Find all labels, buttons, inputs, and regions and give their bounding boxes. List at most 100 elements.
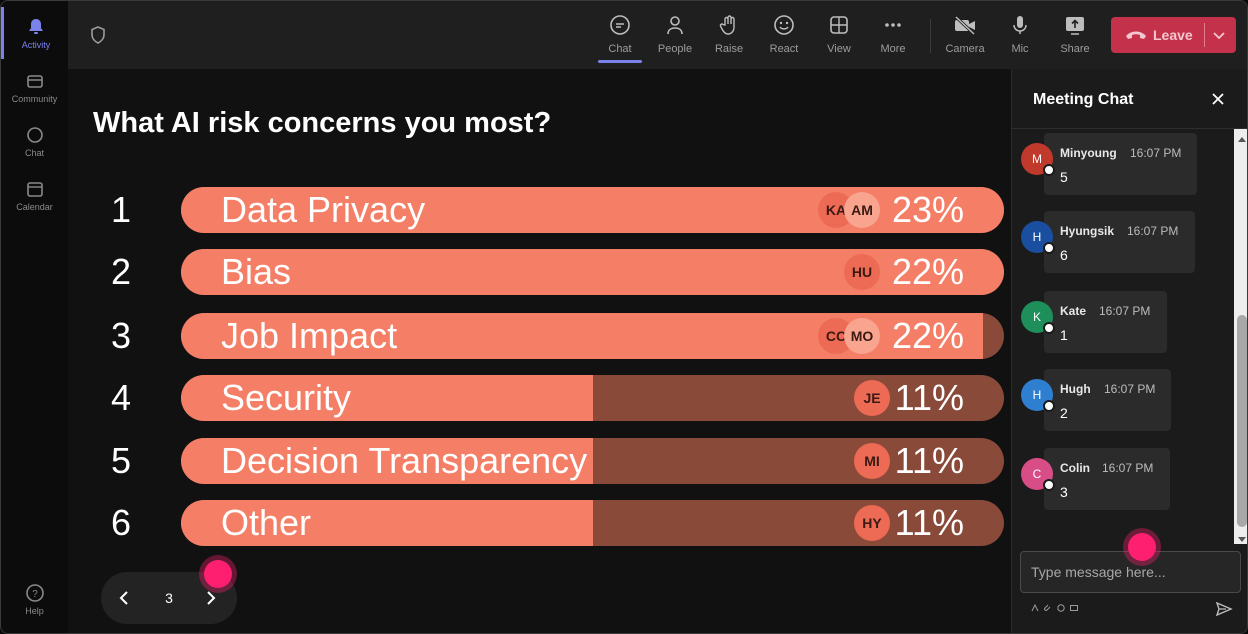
avatar-initial: H — [1032, 388, 1042, 402]
voter-avatar[interactable]: HY — [854, 505, 890, 541]
sender-avatar[interactable]: K — [1021, 301, 1055, 334]
meeting-toolbar: Chat People Raise React View — [68, 1, 1247, 69]
chat-icon — [608, 13, 632, 37]
poll-question: What AI risk concerns you most? — [93, 107, 552, 139]
message-compose-box[interactable] — [1020, 551, 1241, 593]
help-icon: ? — [24, 582, 46, 604]
scrollbar-thumb[interactable] — [1237, 315, 1247, 527]
calendar-icon — [24, 178, 46, 200]
avatar-initial: K — [1032, 310, 1041, 324]
avatar-initial: H — [1032, 230, 1042, 244]
chat-scrollbar[interactable] — [1234, 129, 1247, 544]
message-input[interactable] — [1031, 552, 1231, 592]
option-label: Other — [221, 502, 312, 543]
avatar-initial: C — [1032, 467, 1042, 481]
toolbar-view-button[interactable]: View — [814, 9, 864, 61]
chat-message[interactable]: Kate 16:07 PM 1 — [1044, 291, 1167, 353]
chevron-down-icon[interactable] — [1211, 27, 1227, 43]
scroll-down-arrow-icon[interactable] — [1237, 531, 1247, 542]
message-sender: Hyungsik — [1060, 224, 1115, 238]
emoji-icon[interactable] — [1057, 604, 1065, 612]
close-icon[interactable] — [1209, 90, 1227, 108]
attach-icon[interactable] — [1044, 604, 1052, 612]
toolbar-label: Camera — [945, 43, 985, 55]
presence-status-icon — [1043, 322, 1055, 334]
poll-results-panel: What AI risk concerns you most? 1 Data Pr… — [68, 69, 1011, 633]
toolbar-react-button[interactable]: React — [759, 9, 809, 61]
rail-item-community[interactable]: Community — [1, 61, 68, 113]
toolbar-label: View — [827, 43, 851, 55]
presence-status-icon — [1043, 164, 1055, 176]
message-timestamp: 16:07 PM — [1130, 146, 1182, 160]
mic-icon — [1008, 13, 1032, 37]
chat-message[interactable]: Hyungsik 16:07 PM 6 — [1044, 211, 1195, 273]
toolbar-label: React — [769, 43, 799, 55]
rail-label: Chat — [24, 148, 44, 158]
sender-avatar[interactable]: H — [1021, 379, 1055, 412]
voter-avatar[interactable]: MI — [854, 443, 890, 479]
toolbar-people-button[interactable]: People — [650, 9, 700, 61]
option-label: Security — [221, 377, 352, 418]
phone-hangup-icon — [1125, 28, 1147, 42]
toolbar-share-button[interactable]: Share — [1050, 9, 1100, 61]
more-icon — [881, 13, 905, 37]
page-number: 3 — [165, 590, 173, 606]
poll-option-row: 5 Decision Transparency MI 11% — [103, 438, 1004, 484]
result-bar-fill — [181, 375, 593, 421]
rail-item-help[interactable]: ? Help — [1, 573, 68, 625]
message-sender: Minyoung — [1060, 146, 1117, 160]
sender-avatar[interactable]: M — [1021, 143, 1055, 176]
community-icon — [24, 70, 46, 92]
rail-item-calendar[interactable]: Calendar — [1, 169, 68, 221]
gif-icon[interactable] — [1070, 604, 1078, 612]
sender-avatar[interactable]: C — [1021, 458, 1055, 491]
scroll-up-arrow-icon[interactable] — [1237, 132, 1247, 142]
poll-option-row: 1 Data Privacy KA AM 23% — [103, 187, 1004, 233]
toolbar-more-button[interactable]: More — [868, 9, 918, 61]
next-slide-button[interactable] — [198, 586, 222, 610]
chat-message[interactable]: Hugh 16:07 PM 2 — [1044, 369, 1171, 431]
compose-toolbar — [1031, 604, 1078, 616]
chat-message[interactable]: Minyoung 16:07 PM 5 — [1044, 133, 1197, 195]
option-label: Bias — [221, 251, 292, 292]
option-percent: 11% — [894, 502, 964, 543]
voter-avatar[interactable]: MO — [844, 318, 880, 354]
voter-avatar[interactable]: JE — [854, 380, 890, 416]
message-sender: Hugh — [1060, 382, 1091, 396]
chat-icon — [24, 124, 46, 146]
toolbar-label: Raise — [714, 43, 744, 55]
toolbar-mic-button[interactable]: Mic — [995, 9, 1045, 61]
toolbar-raise-button[interactable]: Raise — [704, 9, 754, 61]
message-timestamp: 16:07 PM — [1127, 224, 1179, 238]
option-percent: 11% — [894, 440, 964, 481]
option-percent: 22% — [891, 315, 964, 356]
presence-status-icon — [1043, 400, 1055, 412]
sender-avatar[interactable]: H — [1021, 221, 1055, 254]
leave-label: Leave — [1153, 27, 1193, 43]
meeting-chat-panel: Meeting Chat Minyoung 16:07 PM 5 M Hyungsik 1… — [1011, 69, 1247, 633]
toolbar-camera-button[interactable]: Camera — [940, 9, 990, 61]
voter-avatar[interactable]: HU — [844, 254, 880, 290]
option-label: Data Privacy — [221, 189, 426, 230]
toolbar-chat-button[interactable]: Chat — [595, 9, 645, 63]
format-icon[interactable] — [1031, 604, 1039, 612]
rail-label: Community — [11, 94, 58, 104]
chat-message[interactable]: Colin 16:07 PM 3 — [1044, 448, 1170, 510]
result-bar: Other HY 11% — [181, 500, 1004, 546]
previous-slide-button[interactable] — [113, 586, 137, 610]
rail-item-activity[interactable]: Activity — [1, 7, 68, 59]
send-icon[interactable] — [1215, 600, 1233, 618]
result-bar-fill — [181, 500, 593, 546]
option-rank: 5 — [110, 440, 132, 481]
option-percent: 23% — [891, 189, 964, 230]
app-rail: Activity Community Chat Calendar ? Help — [1, 1, 68, 633]
leave-button[interactable]: Leave — [1111, 17, 1236, 53]
bell-icon — [25, 16, 47, 38]
toolbar-label: Share — [1060, 43, 1090, 55]
svg-text:?: ? — [32, 589, 38, 600]
message-text: 1 — [1060, 327, 1068, 343]
message-text: 6 — [1060, 247, 1068, 263]
rail-item-chat[interactable]: Chat — [1, 115, 68, 167]
voter-avatar[interactable]: AM — [844, 192, 880, 228]
